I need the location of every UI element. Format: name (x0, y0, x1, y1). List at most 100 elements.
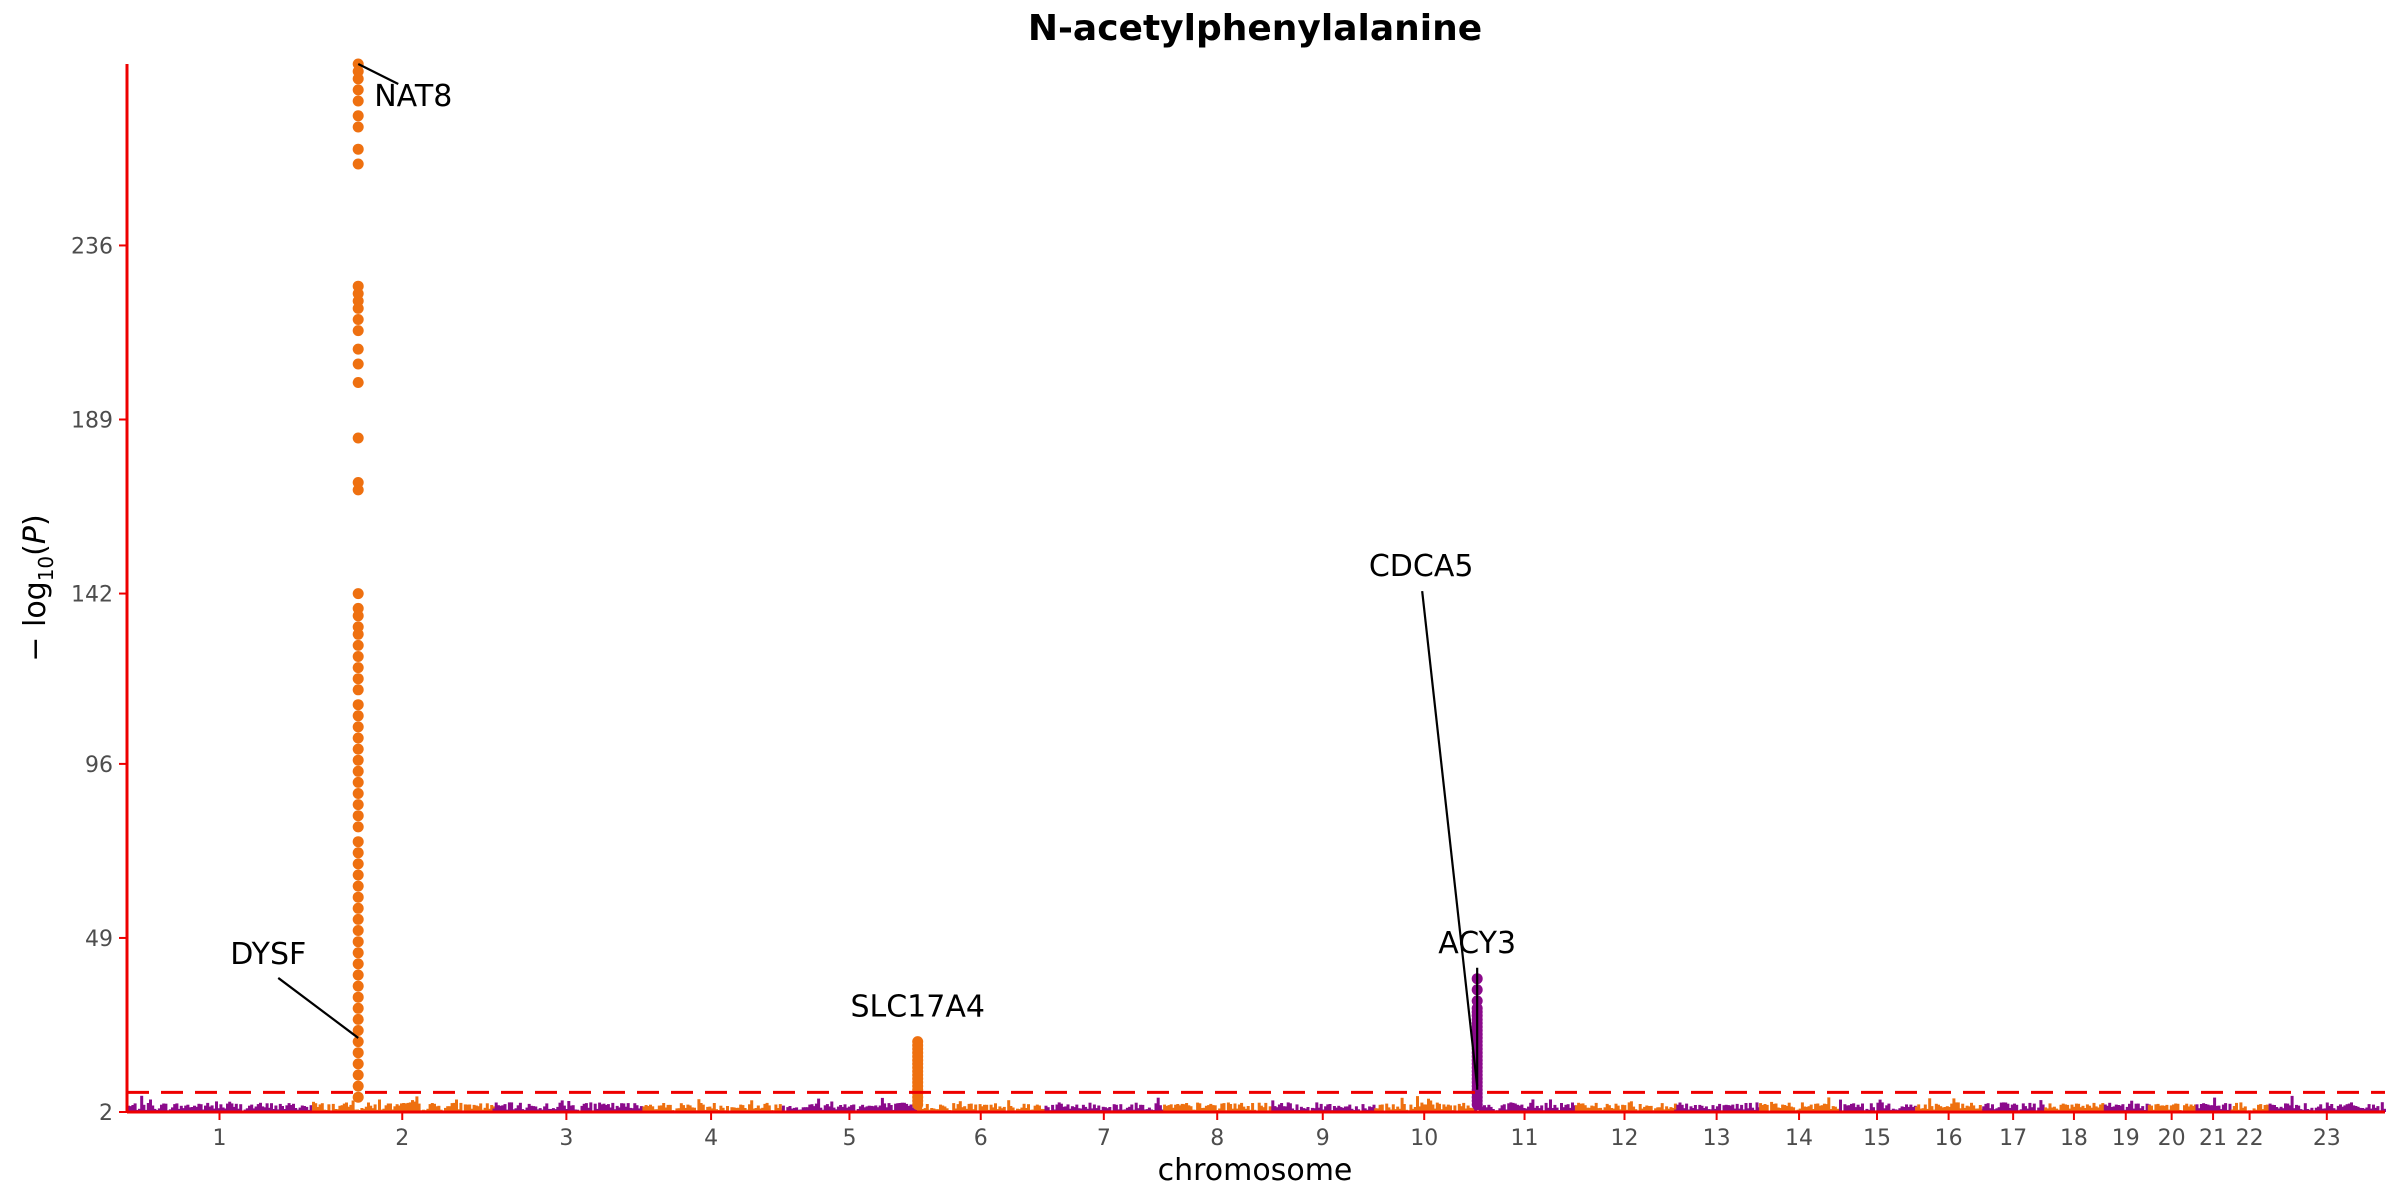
point (1722, 1105, 1726, 1112)
point (1438, 1103, 1441, 1112)
point (435, 1106, 439, 1112)
point (532, 1106, 536, 1112)
point (1678, 1102, 1682, 1112)
point (637, 1108, 641, 1112)
point (1724, 1104, 1728, 1112)
point (1277, 1104, 1281, 1112)
point (810, 1104, 814, 1112)
point (1119, 1104, 1123, 1112)
annotation-label: NAT8 (374, 79, 452, 114)
point (179, 1105, 183, 1112)
point (1995, 1108, 1999, 1112)
point (1416, 1096, 1419, 1112)
point (474, 1105, 478, 1112)
point (2314, 1107, 2318, 1112)
point (1961, 1103, 1965, 1112)
point (289, 1105, 293, 1112)
point (133, 1103, 137, 1112)
point (788, 1106, 792, 1112)
point (898, 1103, 902, 1112)
point (1735, 1103, 1739, 1112)
point (254, 1106, 258, 1112)
point (1665, 1106, 1669, 1112)
point (446, 1106, 450, 1112)
point (1585, 1107, 1589, 1112)
point (832, 1107, 836, 1112)
point (2325, 1102, 2329, 1112)
point (1387, 1107, 1391, 1112)
point (2339, 1104, 2342, 1112)
point (2028, 1102, 2032, 1112)
point (1112, 1104, 1116, 1112)
point (1134, 1102, 1138, 1112)
point (2328, 1105, 2331, 1112)
point (483, 1107, 487, 1112)
point (1022, 1103, 1026, 1112)
point (2026, 1108, 2030, 1112)
x-tick-label: 20 (2158, 1126, 2186, 1151)
point (1839, 1099, 1842, 1112)
point (1616, 1105, 1620, 1112)
point (1583, 1105, 1587, 1112)
point (470, 1108, 474, 1112)
annotation-label: CDCA5 (1369, 549, 1474, 584)
point (741, 1105, 745, 1112)
point (1691, 1108, 1695, 1112)
point (397, 1105, 401, 1112)
point (352, 836, 364, 848)
point (1774, 1103, 1778, 1112)
point (763, 1103, 767, 1112)
point (1317, 1107, 1321, 1112)
point (352, 880, 364, 892)
point (1755, 1102, 1759, 1112)
point (1257, 1102, 1261, 1112)
point (1685, 1103, 1689, 1112)
point (2112, 1106, 2116, 1112)
point (1200, 1108, 1204, 1112)
point (507, 1102, 511, 1112)
point (639, 1106, 643, 1112)
point (239, 1104, 243, 1112)
chromosome-2-points (312, 1096, 496, 1112)
point (352, 947, 364, 959)
point (823, 1105, 827, 1112)
point (1827, 1097, 1831, 1112)
point (2263, 1105, 2267, 1112)
point (1869, 1103, 1873, 1112)
point (1778, 1108, 1782, 1112)
point (1398, 1108, 1402, 1112)
point (1062, 1106, 1066, 1112)
point (909, 1104, 913, 1112)
point (1024, 1108, 1028, 1112)
point (649, 1104, 652, 1112)
point (642, 1106, 646, 1112)
point (352, 639, 364, 651)
point (1084, 1106, 1088, 1112)
chromosome-4-points (640, 1099, 784, 1112)
point (1883, 1108, 1886, 1112)
point (228, 1101, 232, 1112)
y-tick-label: 49 (85, 927, 113, 952)
point (1629, 1101, 1633, 1112)
point (2310, 1107, 2314, 1112)
point (1522, 1108, 1526, 1112)
point (900, 1102, 904, 1112)
point (666, 1104, 670, 1112)
point (1627, 1102, 1631, 1112)
point (963, 1106, 967, 1112)
point (175, 1103, 179, 1112)
point (1865, 1108, 1869, 1112)
point (2372, 1104, 2375, 1112)
point (352, 710, 364, 722)
point (617, 1107, 621, 1112)
point (2202, 1103, 2206, 1112)
point (1103, 1107, 1107, 1112)
point (974, 1104, 978, 1112)
point (889, 1105, 893, 1112)
point (1154, 1103, 1158, 1112)
point (352, 1025, 364, 1036)
point (869, 1105, 873, 1112)
point (2343, 1105, 2347, 1112)
point (1378, 1104, 1382, 1112)
x-tick-label: 16 (1935, 1126, 1963, 1151)
